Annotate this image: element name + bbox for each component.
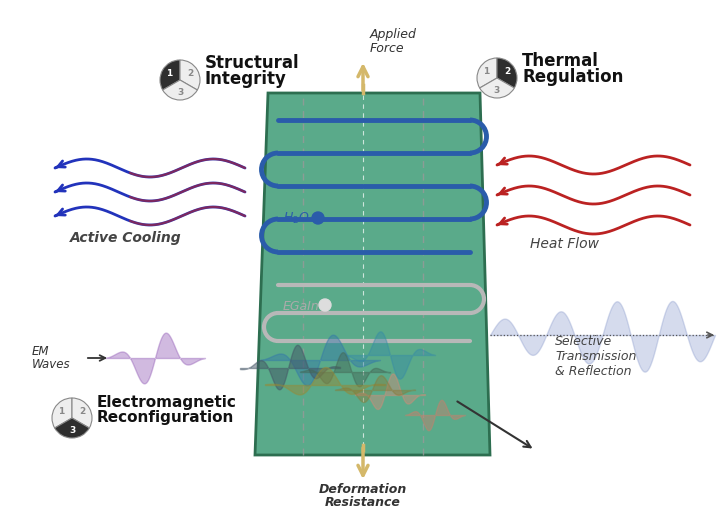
- Wedge shape: [55, 418, 90, 438]
- Text: Resistance: Resistance: [325, 496, 401, 509]
- Text: H$_2$O: H$_2$O: [283, 211, 310, 226]
- Wedge shape: [180, 60, 200, 90]
- Text: 3: 3: [494, 86, 500, 95]
- Text: 2: 2: [188, 70, 194, 78]
- Circle shape: [319, 299, 331, 311]
- Wedge shape: [52, 398, 72, 428]
- Text: Selective: Selective: [555, 335, 612, 348]
- Text: Thermal: Thermal: [522, 52, 599, 70]
- Text: Applied: Applied: [370, 28, 417, 41]
- Text: Structural: Structural: [205, 54, 300, 72]
- Text: 2: 2: [79, 407, 86, 416]
- Text: Transmission: Transmission: [555, 350, 636, 363]
- Text: 2: 2: [505, 67, 511, 76]
- Text: Active Cooling: Active Cooling: [70, 231, 181, 245]
- Circle shape: [312, 212, 324, 224]
- Text: Reconfiguration: Reconfiguration: [97, 410, 234, 425]
- Text: & Reflection: & Reflection: [555, 365, 631, 378]
- Text: Deformation: Deformation: [319, 483, 407, 496]
- Text: Electromagnetic: Electromagnetic: [97, 395, 237, 410]
- Wedge shape: [72, 398, 92, 428]
- Text: Heat Flow: Heat Flow: [530, 237, 599, 251]
- Text: Regulation: Regulation: [522, 68, 623, 86]
- Text: 1: 1: [166, 70, 173, 78]
- Text: Waves: Waves: [32, 358, 71, 371]
- Wedge shape: [160, 60, 180, 90]
- Text: 3: 3: [177, 88, 183, 97]
- Text: EM: EM: [32, 345, 50, 358]
- Wedge shape: [497, 58, 517, 88]
- Text: 1: 1: [58, 407, 64, 416]
- Wedge shape: [480, 78, 514, 98]
- Text: EGaIn: EGaIn: [283, 300, 320, 313]
- Text: Force: Force: [370, 42, 405, 55]
- Wedge shape: [162, 80, 197, 100]
- Text: 3: 3: [69, 426, 75, 435]
- Text: Integrity: Integrity: [205, 70, 287, 88]
- Polygon shape: [255, 93, 490, 455]
- Wedge shape: [477, 58, 497, 88]
- Text: 1: 1: [483, 67, 489, 76]
